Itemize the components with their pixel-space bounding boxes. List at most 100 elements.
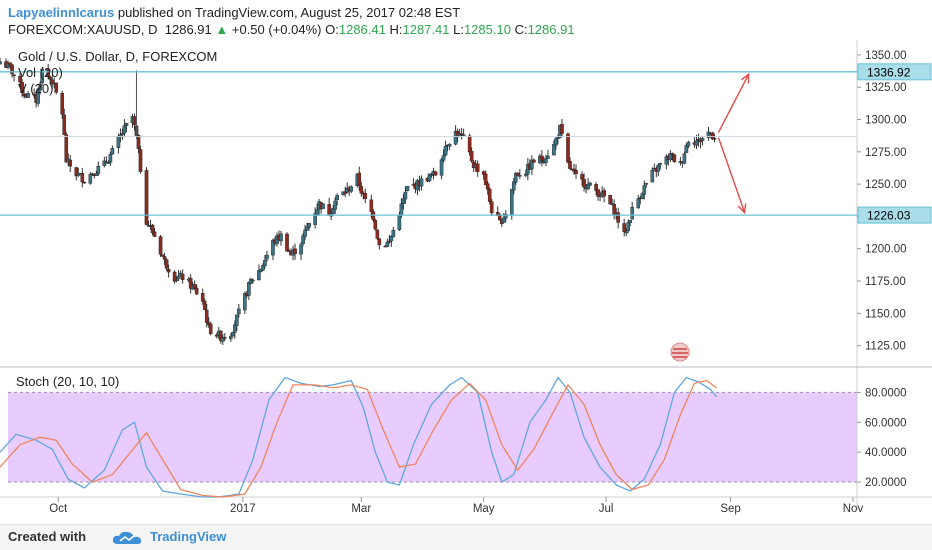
tradingview-brand-link[interactable]: TradingView xyxy=(150,529,227,544)
candle-body xyxy=(122,125,127,134)
candle-body xyxy=(403,191,408,200)
candle-body xyxy=(433,171,438,176)
candle-body xyxy=(467,135,472,153)
candle-body xyxy=(321,203,325,209)
candle-body xyxy=(397,215,402,230)
time-tick-label: May xyxy=(473,503,495,515)
price-tick-label: 1325.00 xyxy=(865,82,907,94)
candle-body xyxy=(349,186,354,192)
candle-body xyxy=(588,182,592,186)
candle-body xyxy=(307,223,311,228)
candle-body xyxy=(469,150,474,162)
candle-body xyxy=(136,134,141,149)
candle-body xyxy=(552,143,556,156)
up-triangle-icon: ▲ xyxy=(215,22,229,37)
ohlc-line: FOREXCOM:XAUUSD, D 1286.91 ▲ +0.50 (+0.0… xyxy=(8,22,575,37)
time-tick-label: Sep xyxy=(720,503,740,515)
level-price-box xyxy=(857,63,932,81)
candle-body xyxy=(419,178,424,187)
candle-body xyxy=(138,149,143,172)
candle-body xyxy=(622,223,626,232)
time-tick-label: Oct xyxy=(49,503,68,515)
candle-body xyxy=(0,61,2,65)
candle-body xyxy=(120,133,125,135)
stoch-tick-label: 60.0000 xyxy=(865,417,907,429)
candle-body xyxy=(257,270,261,281)
footer-bar: Created with TradingView xyxy=(0,524,932,550)
candle-body xyxy=(94,173,99,176)
projection-arrow-head xyxy=(737,203,747,215)
candle-body xyxy=(369,199,374,212)
time-tick-label: Nov xyxy=(843,503,864,515)
candle-body xyxy=(301,235,305,244)
candle-body xyxy=(204,309,209,323)
candle-body xyxy=(546,155,550,159)
candle-body xyxy=(164,259,169,269)
candle-body xyxy=(586,183,590,189)
price-change: +0.50 (+0.04%) xyxy=(231,22,322,37)
candle-body xyxy=(315,209,319,215)
candle-body xyxy=(144,170,149,225)
price-tick-label: 1300.00 xyxy=(865,115,907,127)
projection-arrow-line xyxy=(717,73,750,133)
candle-body xyxy=(530,159,534,170)
price-tick-label: 1175.00 xyxy=(865,276,906,288)
candle-body xyxy=(237,308,241,315)
candle-body xyxy=(626,222,630,232)
candle-body xyxy=(483,173,488,185)
candle-body xyxy=(285,233,289,252)
candle-body xyxy=(582,179,586,188)
candle-body xyxy=(700,137,705,141)
high-value: 1287.41 xyxy=(402,22,450,37)
candle-body xyxy=(710,132,715,140)
candle-body xyxy=(544,158,548,163)
candle-body xyxy=(509,189,514,215)
projection-arrow-line xyxy=(717,137,746,213)
price-tick-label: 1350.00 xyxy=(865,50,907,62)
candle-body xyxy=(672,154,677,162)
candle-body xyxy=(82,181,87,184)
time-tick-label: Jul xyxy=(599,503,614,515)
candle-body xyxy=(36,88,40,104)
price-tick-label: 1200.00 xyxy=(865,244,907,256)
candle-body xyxy=(497,214,502,221)
candle-body xyxy=(684,144,689,153)
candle-body xyxy=(429,174,434,176)
candle-body xyxy=(40,68,44,84)
level-price-box xyxy=(857,206,932,224)
candle-body xyxy=(335,195,339,201)
candle-body xyxy=(60,92,65,115)
candle-body xyxy=(359,185,364,194)
candle-body xyxy=(624,231,628,234)
candle-body xyxy=(461,134,466,136)
candle-body xyxy=(387,240,392,243)
candle-body xyxy=(712,138,717,140)
candle-body xyxy=(194,287,199,295)
candle-body xyxy=(594,184,598,191)
candle-body xyxy=(518,175,522,177)
candle-body xyxy=(443,146,448,156)
candle-body xyxy=(64,134,69,163)
candle-body xyxy=(560,123,564,134)
high-label: H: xyxy=(389,22,403,37)
candle-body xyxy=(439,159,444,176)
candle-body xyxy=(251,279,255,282)
candle-body xyxy=(293,248,297,254)
open-value: 1286.41 xyxy=(338,22,386,37)
candle-body xyxy=(580,174,584,180)
candle-body xyxy=(574,170,578,174)
candle-body xyxy=(385,241,390,247)
candle-body xyxy=(261,265,265,271)
time-tick-label: Mar xyxy=(351,503,371,515)
candle-body xyxy=(656,164,661,172)
projection-arrow-head xyxy=(740,72,750,84)
candle-body xyxy=(313,213,317,225)
candle-body xyxy=(670,153,675,155)
author-link[interactable]: LapyaelinnIcarus xyxy=(8,5,115,20)
stoch-d-line xyxy=(0,379,717,498)
candle-body xyxy=(401,198,406,204)
candle-body xyxy=(96,166,101,174)
candle-body xyxy=(616,212,620,223)
candle-body xyxy=(644,183,649,185)
candle-body xyxy=(650,170,655,183)
